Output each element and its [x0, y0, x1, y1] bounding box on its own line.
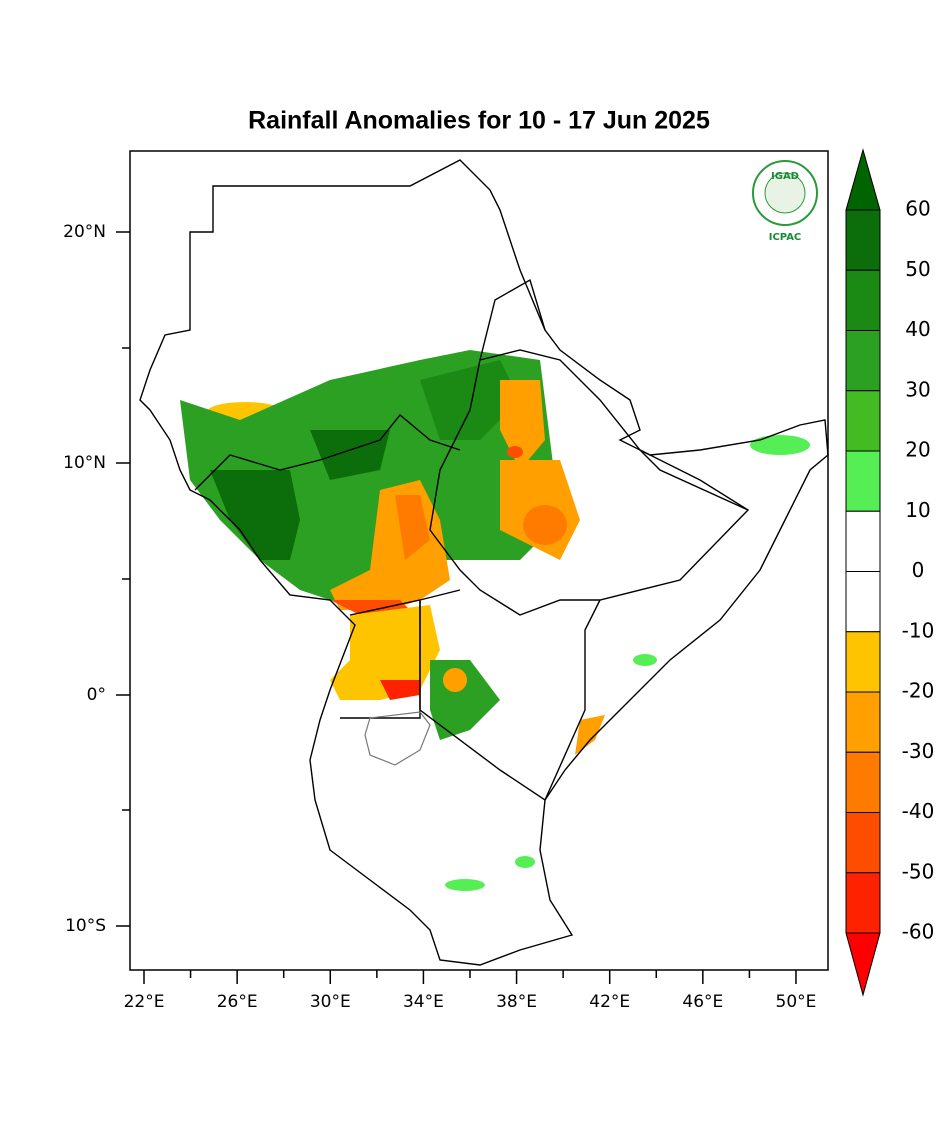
somalia-border — [639, 449, 749, 511]
map-area — [129, 150, 829, 971]
lon-tick-label: 42°E — [589, 992, 630, 1012]
colorbar-box — [845, 691, 881, 753]
colorbar-label: -50 — [902, 859, 935, 883]
colorbar-label: 40 — [905, 317, 930, 341]
colorbar-label: -10 — [902, 618, 935, 642]
colorbar-box — [845, 330, 881, 392]
lat-tick-label: 10°S — [65, 916, 106, 936]
lat-tick-label: 0° — [87, 685, 106, 705]
lat-tick-label: 20°N — [63, 222, 106, 242]
colorbar-box — [845, 631, 881, 693]
colorbar-label: -20 — [902, 679, 935, 703]
sudan-border — [194, 414, 461, 491]
map-frame — [129, 150, 829, 971]
colorbar-label: 0 — [912, 558, 925, 582]
anomaly-shading — [180, 350, 810, 891]
lon-tick-label: 34°E — [403, 992, 444, 1012]
axes: 20°N 10°N 0° 10°S 22°E 26°E 30°E 34°E 38°E 42°E 46… — [63, 222, 816, 1012]
lon-tick-label: 26°E — [217, 992, 258, 1012]
colorbar-label: -40 — [902, 799, 935, 823]
lat-tick-label: 10°N — [63, 453, 106, 473]
colorbar-label: 30 — [905, 377, 930, 401]
colorbar-cap — [845, 148, 881, 211]
colorbar-box — [845, 571, 881, 633]
lon-tick-label: 38°E — [496, 992, 537, 1012]
colorbar-box — [845, 812, 881, 874]
colorbar-label: 50 — [905, 257, 930, 281]
region-outline — [139, 159, 829, 966]
lon-tick-label: 30°E — [310, 992, 351, 1012]
colorbar-label: 10 — [905, 498, 930, 522]
colorbar-box — [845, 872, 881, 934]
lon-tick-label: 22°E — [124, 992, 165, 1012]
colorbar-box — [845, 390, 881, 452]
colorbar-label: -30 — [902, 739, 935, 763]
map-title: Rainfall Anomalies for 10 - 17 Jun 2025 — [248, 107, 710, 135]
colorbar-label: -60 — [902, 920, 935, 944]
logo-name: IGAD — [771, 171, 799, 182]
colorbar-cap — [845, 932, 881, 997]
colorbar-box — [845, 751, 881, 813]
colorbar-box — [845, 510, 881, 572]
colorbar-box — [845, 450, 881, 512]
lake-victoria — [364, 711, 431, 766]
lon-tick-label: 46°E — [682, 992, 723, 1012]
colorbar-box — [845, 209, 881, 271]
colorbar-label: 20 — [905, 438, 930, 462]
colorbar-box — [845, 269, 881, 331]
eritrea-border — [479, 278, 546, 361]
uganda-border — [340, 599, 421, 719]
colorbar-label: 60 — [905, 197, 930, 221]
logo-org: ICPAC — [769, 232, 802, 243]
logo: IGAD ICPAC — [752, 160, 818, 243]
lon-tick-label: 50°E — [776, 992, 817, 1012]
colorbar: 60 50 40 30 20 10 0 -10 -20 -30 -40 -50 -60 — [845, 148, 935, 997]
